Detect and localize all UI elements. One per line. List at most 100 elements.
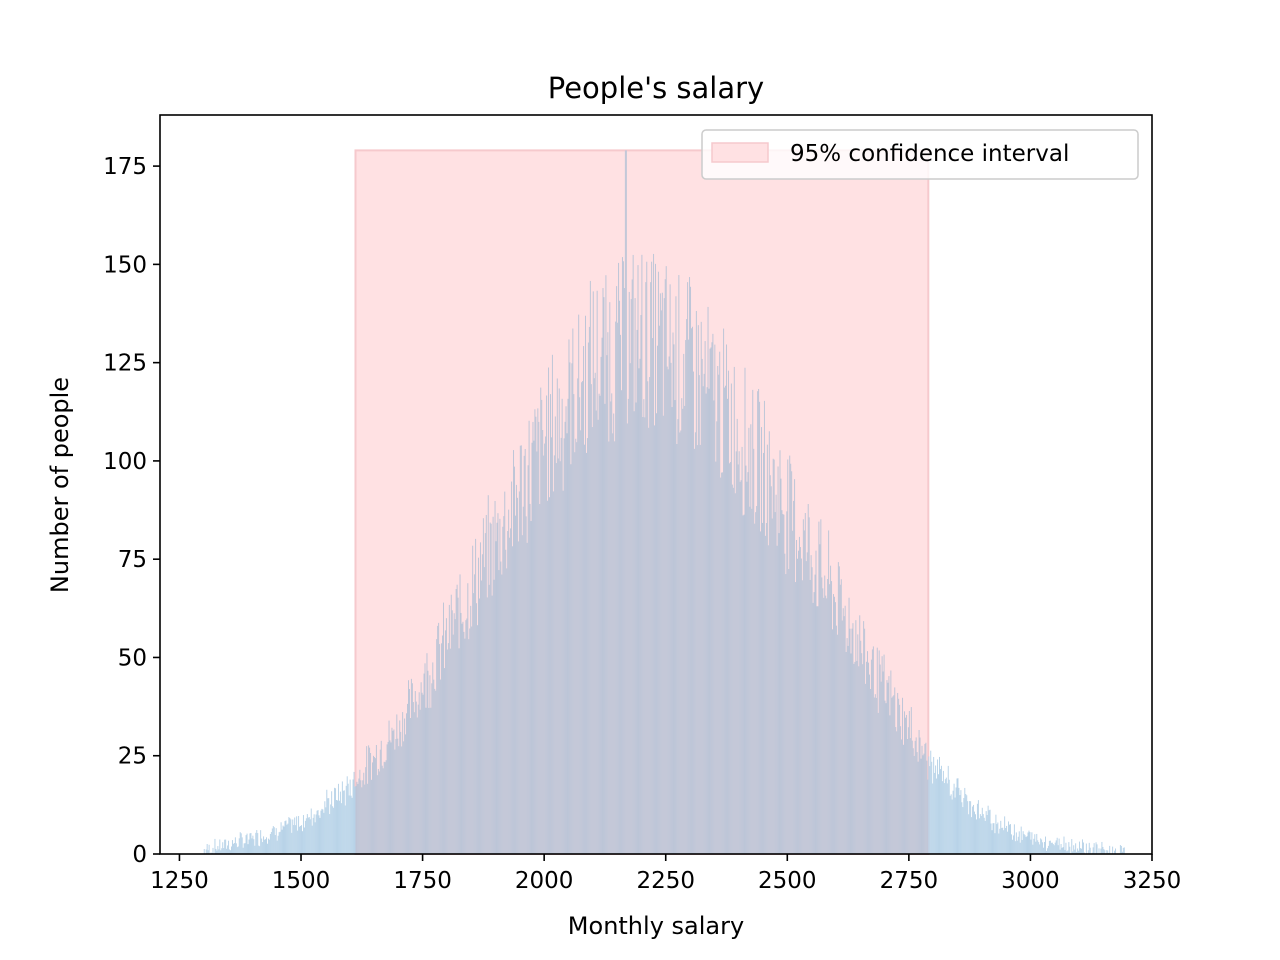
histogram-bar: [414, 691, 416, 854]
histogram-bar: [1088, 842, 1090, 854]
histogram-bar: [444, 630, 446, 854]
histogram-bar: [918, 730, 920, 854]
histogram-bar: [1025, 837, 1027, 854]
histogram-bar: [1024, 835, 1026, 854]
histogram-bar: [817, 606, 819, 854]
histogram-bar: [933, 756, 935, 854]
histogram-bar: [1069, 846, 1071, 854]
histogram-bar: [525, 516, 527, 854]
histogram-bar: [487, 495, 489, 854]
histogram-bar: [313, 814, 315, 854]
histogram-bar: [245, 835, 247, 854]
histogram-bar: [977, 800, 979, 854]
histogram-bar: [797, 558, 798, 854]
histogram-bar: [772, 458, 774, 854]
histogram-bar: [424, 663, 426, 854]
histogram-bar: [242, 847, 244, 854]
histogram-bar: [627, 398, 629, 854]
histogram-bar: [446, 649, 448, 854]
histogram-bar: [656, 345, 658, 854]
histogram-bar: [595, 410, 597, 854]
histogram-bar: [614, 441, 616, 854]
histogram-bar: [967, 801, 969, 854]
histogram-bar: [725, 385, 727, 854]
y-tick-label: 125: [103, 351, 147, 377]
histogram-bar: [766, 444, 768, 854]
histogram-bar: [583, 346, 585, 854]
histogram-bar: [931, 761, 933, 854]
histogram-bar: [331, 791, 333, 854]
histogram-bar: [1044, 841, 1046, 854]
histogram-bar: [735, 451, 737, 854]
x-tick-label: 3000: [1001, 868, 1060, 894]
histogram-bar: [590, 384, 592, 854]
histogram-bar: [729, 462, 731, 854]
histogram-bar: [495, 541, 497, 854]
histogram-bar: [818, 521, 820, 854]
histogram-bar: [1056, 837, 1058, 854]
histogram-bar: [373, 757, 375, 854]
histogram-bar: [626, 423, 628, 854]
histogram-bar: [474, 574, 476, 854]
histogram-bar: [941, 781, 943, 854]
histogram-bar: [791, 471, 793, 854]
histogram-bar: [585, 452, 587, 854]
histogram-bar: [1115, 848, 1117, 854]
histogram-bar: [366, 746, 368, 854]
histogram-bar: [353, 771, 355, 854]
histogram-bar: [549, 394, 551, 854]
histogram-bar: [1032, 844, 1034, 854]
histogram-bar: [461, 623, 463, 854]
histogram-bar: [300, 825, 302, 854]
histogram-bar: [823, 597, 825, 854]
histogram-bar: [386, 744, 388, 854]
histogram-bar: [782, 514, 784, 854]
histogram-bar: [539, 504, 541, 854]
histogram-bar: [750, 424, 752, 854]
histogram-bar: [882, 671, 884, 854]
histogram-bar: [1021, 839, 1023, 854]
histogram-bar: [764, 535, 766, 854]
histogram-bar: [809, 579, 811, 854]
histogram-bar: [820, 519, 822, 854]
histogram-bar: [469, 628, 471, 854]
histogram-bar: [1077, 848, 1079, 854]
histogram-bar: [375, 745, 377, 854]
histogram-bar: [243, 843, 245, 854]
histogram-bar: [325, 807, 327, 854]
histogram-bar: [796, 539, 798, 854]
histogram-bar: [885, 703, 887, 854]
histogram-bar: [1040, 838, 1042, 854]
histogram-bar: [247, 844, 249, 854]
histogram-bar: [620, 334, 621, 854]
histogram-bar: [491, 595, 493, 854]
histogram-bar: [406, 713, 408, 854]
histogram-bar: [654, 425, 656, 854]
histogram-bar: [640, 315, 642, 854]
histogram-bar: [935, 765, 937, 854]
histogram-bar: [591, 427, 593, 854]
histogram-bar: [315, 814, 317, 854]
histogram-bar: [479, 598, 480, 854]
histogram-bar: [839, 584, 841, 854]
histogram-bar: [950, 794, 952, 854]
histogram-bar: [939, 756, 940, 854]
histogram-bar: [972, 806, 974, 854]
histogram-bar: [354, 786, 356, 854]
histogram-bar: [852, 623, 854, 854]
histogram-bar: [798, 536, 800, 854]
histogram-bar: [649, 377, 651, 854]
histogram-bar: [298, 815, 300, 854]
histogram-bar: [698, 375, 700, 854]
histogram-bar: [971, 817, 973, 854]
histogram-bar: [661, 292, 663, 855]
histogram-bar: [676, 444, 678, 854]
histogram-bar: [364, 784, 366, 854]
histogram-bar: [1000, 820, 1002, 854]
histogram-bar: [1041, 839, 1043, 854]
histogram-bar: [1109, 845, 1111, 854]
histogram-bar: [481, 554, 483, 854]
histogram-bar: [890, 670, 892, 854]
histogram-bar: [594, 372, 596, 854]
